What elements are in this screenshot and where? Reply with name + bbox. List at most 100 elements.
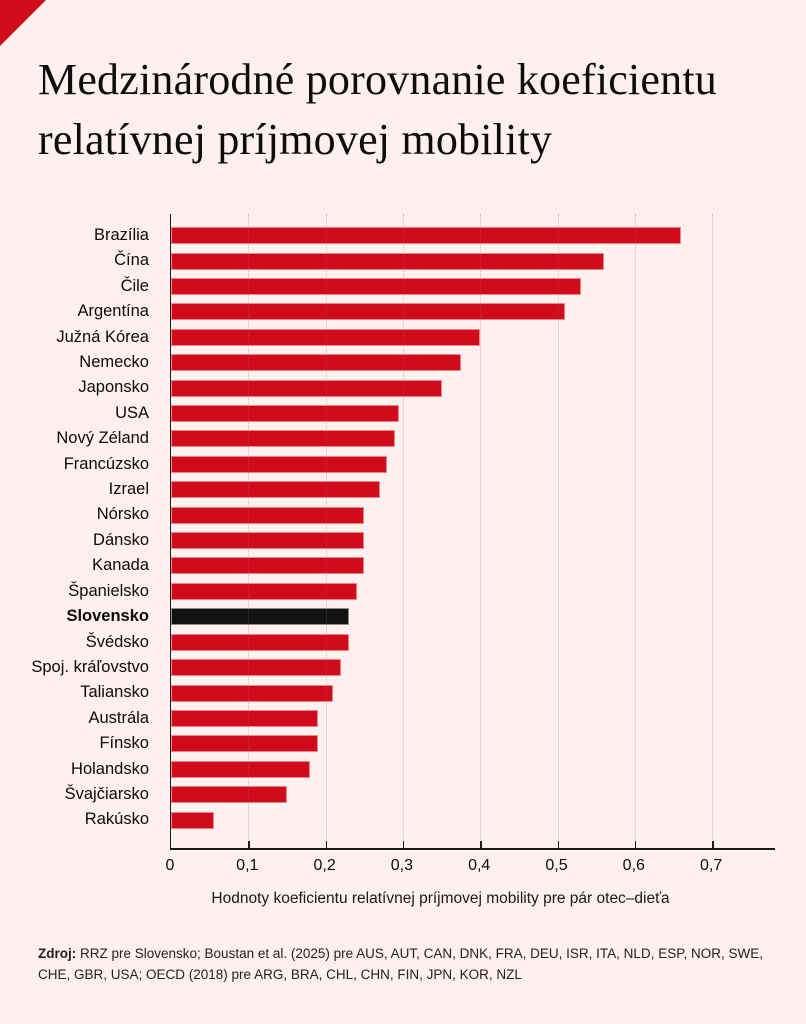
bar <box>171 481 380 499</box>
bar <box>171 405 400 423</box>
bar <box>171 735 318 753</box>
gridline <box>712 214 714 848</box>
category-label: Taliansko <box>80 683 149 702</box>
category-label: Kanada <box>92 556 149 575</box>
category-label: Slovensko <box>66 607 149 626</box>
category-label: Švédsko <box>85 632 149 651</box>
x-tick-label: 0,6 <box>622 857 645 874</box>
category-label: Čína <box>114 251 149 270</box>
bar-row <box>171 706 775 731</box>
bar <box>171 278 581 296</box>
bar-row <box>171 782 775 807</box>
bar-row <box>171 757 775 782</box>
gridline <box>325 214 327 848</box>
x-tick-label: 0,2 <box>313 857 336 874</box>
bar <box>171 430 396 448</box>
axis-tick <box>402 841 405 848</box>
category-label: Fínsko <box>99 734 149 753</box>
bar-row <box>171 350 775 375</box>
bar-row <box>171 401 775 426</box>
bar-row <box>171 299 775 324</box>
category-label: Rakúsko <box>84 810 149 829</box>
category-label: Spoj. kráľovstvo <box>31 657 149 676</box>
category-label: Dánsko <box>93 530 149 549</box>
bar <box>171 532 365 550</box>
bar <box>171 608 349 626</box>
category-label: Japonsko <box>78 378 149 397</box>
chart-title: Medzinárodné porovnanie koeficientu rela… <box>38 55 717 164</box>
bar-row <box>171 325 775 350</box>
plot-area <box>170 214 775 850</box>
axis-tick <box>248 841 250 848</box>
bar-row <box>171 223 775 248</box>
x-tick-label: 0,1 <box>236 857 259 874</box>
bar-row <box>171 375 775 400</box>
category-label: Čile <box>120 276 149 295</box>
bar-row <box>171 502 775 527</box>
axis-tick <box>480 841 482 848</box>
bar <box>171 455 388 473</box>
category-label: Nórsko <box>96 505 149 524</box>
bar-row <box>171 426 775 451</box>
bar <box>171 760 311 778</box>
bar-row <box>171 807 775 832</box>
x-tick-label: 0,4 <box>468 857 491 874</box>
axis-tick <box>712 841 714 848</box>
category-label: Nemecko <box>79 353 149 372</box>
category-label: USA <box>115 403 149 422</box>
gridline <box>248 214 250 848</box>
bar-series <box>171 223 775 833</box>
bar-row <box>171 452 775 477</box>
x-axis-title: Hodnoty koeficientu relatívnej príjmovej… <box>211 890 670 907</box>
bar-row <box>171 274 775 299</box>
source-text: RRZ pre Slovensko; Boustan et al. (2025)… <box>38 946 763 982</box>
bar <box>171 684 334 702</box>
category-label-column: Brazília Čína Čile Argentína Južná Kórea Neme… <box>0 214 160 850</box>
category-label: Holandsko <box>71 759 149 778</box>
axis-tick <box>325 841 328 848</box>
bar <box>171 557 365 575</box>
gridline <box>480 214 482 848</box>
bar-row <box>171 655 775 680</box>
category-label: Nový Zéland <box>56 429 149 448</box>
bar <box>171 811 214 829</box>
category-label: Španielsko <box>68 581 149 600</box>
category-label: Švajčiarsko <box>64 784 149 803</box>
x-tick-label: 0,5 <box>545 857 568 874</box>
bar-row <box>171 604 775 629</box>
bar <box>171 328 481 346</box>
bar <box>171 379 442 397</box>
axis-tick <box>634 841 637 848</box>
bar-row <box>171 579 775 604</box>
x-tick-label: 0 <box>165 857 175 874</box>
bar-row <box>171 630 775 655</box>
bar-row <box>171 553 775 578</box>
bar <box>171 506 365 524</box>
bar <box>171 582 357 600</box>
source-note: Zdroj: RRZ pre Slovensko; Boustan et al.… <box>38 944 786 986</box>
bar-row <box>171 477 775 502</box>
bar <box>171 354 461 372</box>
bar <box>171 786 287 804</box>
bar <box>171 252 604 270</box>
brand-triangle-icon <box>0 0 46 46</box>
category-label: Argentína <box>77 302 149 321</box>
bar <box>171 227 682 245</box>
category-label: Francúzsko <box>63 454 149 473</box>
bar <box>171 709 318 727</box>
gridline <box>402 214 404 848</box>
bar-row <box>171 528 775 553</box>
bar-row <box>171 248 775 273</box>
category-label: Južná Kórea <box>56 327 149 346</box>
category-label: Izrael <box>108 480 149 499</box>
gridline <box>557 214 559 848</box>
category-label: Austrála <box>88 708 149 727</box>
category-label: Brazília <box>93 226 149 244</box>
bar-row <box>171 680 775 705</box>
source-label: Zdroj: <box>38 946 77 961</box>
axis-tick <box>557 841 559 848</box>
bar <box>171 633 349 651</box>
x-tick-label: 0,7 <box>699 857 723 874</box>
x-tick-label: 0,3 <box>390 857 414 874</box>
bar-row <box>171 731 775 756</box>
